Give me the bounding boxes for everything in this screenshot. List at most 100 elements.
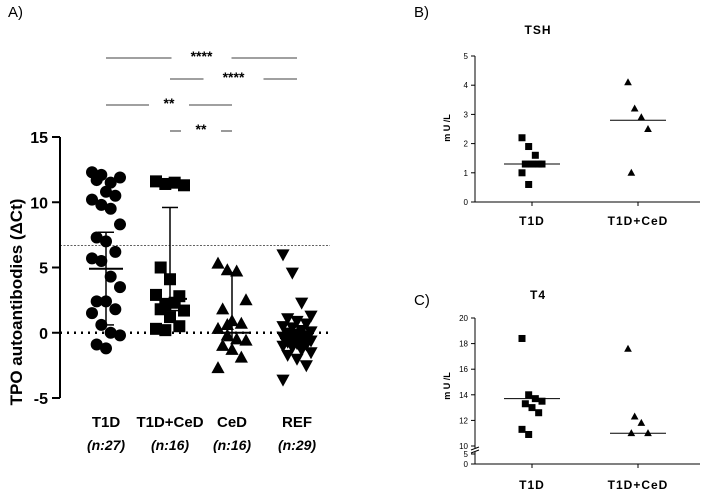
panel-a-data-point xyxy=(150,322,162,335)
panel-a-data-point xyxy=(276,249,290,262)
panel-b-y-tick-label: 1 xyxy=(464,169,469,178)
panel-a-data-point xyxy=(168,176,181,189)
panel-a-data-point xyxy=(211,256,225,269)
panel-a-data-point xyxy=(216,302,230,315)
panel-c-data-point xyxy=(627,429,636,437)
panel-a-data-point xyxy=(178,304,190,317)
panel-a-significance-label: **** xyxy=(191,48,213,64)
panel-b-y-tick-label: 3 xyxy=(464,110,469,119)
panel-a-y-tick-label: 0 xyxy=(39,326,48,343)
panel-a-y-tick-label: -5 xyxy=(34,391,48,408)
panel-c-y-tick-label: 14 xyxy=(459,391,468,400)
panel-a-data-point xyxy=(211,361,225,374)
panel-a-data-point xyxy=(154,303,167,316)
panel-c-data-point xyxy=(630,412,639,420)
panel-b-category-label: T1D+CeD xyxy=(608,214,669,228)
panel-a-data-point xyxy=(86,252,98,265)
panel-a-data-point xyxy=(281,349,295,362)
panel-c-y-tick-label: 20 xyxy=(459,314,468,323)
panel-a-data-point xyxy=(95,254,108,267)
panel-a-data-point xyxy=(211,321,225,334)
panel-b-data-point xyxy=(627,168,636,176)
panel-a-data-point xyxy=(173,320,186,333)
panel-a-data-point xyxy=(304,310,318,323)
panel-a-data-point xyxy=(100,185,112,198)
panel-a-data-point xyxy=(104,270,117,283)
panel-b-data-point xyxy=(518,134,526,142)
panel-c-data-point xyxy=(525,430,533,438)
panel-b-y-tick-label: 0 xyxy=(464,198,469,207)
panel-a-category-label: T1D xyxy=(92,414,121,431)
panel-b-y-axis-label: m U /L xyxy=(442,114,452,142)
panel-a-y-tick-label: 15 xyxy=(30,130,48,147)
panel-a-data-point xyxy=(239,333,253,346)
panel-c-t4-chart: C) T4 m U /L 10 12 14 16 18 20 05 T1D T1D+CeD xyxy=(414,288,700,492)
panel-c-axis-break-mark xyxy=(470,449,480,454)
panel-a-data-point xyxy=(109,303,122,316)
panel-a-axes: -5 0 5 10 15 T1D (n:27) T1D+CeD (n:16) CeD (n:16) R… xyxy=(30,130,330,453)
panel-c-y-axis-label: m U /L xyxy=(442,372,452,400)
panel-b-axes: 0 1 2 3 4 5 T1D T1D+CeD xyxy=(464,52,700,228)
panel-a-data-point xyxy=(159,177,172,190)
panel-a-data-point xyxy=(299,360,313,373)
panel-c-data-point xyxy=(538,397,546,405)
panel-a-data-point xyxy=(100,342,112,355)
panel-a-category-n-label: (n:29) xyxy=(278,437,316,453)
panel-a-category-label: CeD xyxy=(217,414,247,431)
panel-a-data-point xyxy=(114,171,126,184)
panel-a-label: A) xyxy=(8,4,23,21)
panel-a-data-point xyxy=(276,321,290,334)
panel-a-data-point xyxy=(230,264,244,277)
panel-a-data-point xyxy=(90,295,103,308)
panel-b-data-point xyxy=(630,104,639,112)
panel-a-tpo-chart: A) TPO autoantibodies (ΔCt) -5 0 5 10 15 T1D (… xyxy=(7,4,330,453)
panel-b-data-point xyxy=(637,113,646,121)
panel-a-data-point xyxy=(150,175,162,188)
panel-a-data-point xyxy=(225,342,239,355)
panel-b-label: B) xyxy=(414,4,429,21)
panel-a-data-point xyxy=(104,326,117,339)
panel-c-category-label: T1D xyxy=(519,478,545,492)
panel-c-data-point xyxy=(535,409,543,417)
panel-a-data-point xyxy=(90,174,103,187)
panel-a-category-label: REF xyxy=(282,414,312,431)
panel-c-data-point xyxy=(525,391,533,399)
panel-c-y-tick-label: 10 xyxy=(459,442,468,451)
panel-c-lower-y-tick-label: 5 xyxy=(464,450,469,459)
panel-a-data-point xyxy=(109,189,122,202)
panel-c-y-tick-label: 12 xyxy=(459,416,468,425)
panel-c-data-point xyxy=(624,344,632,352)
panel-b-data-point xyxy=(644,124,652,132)
panel-a-data-point xyxy=(230,332,244,345)
panel-c-lower-y-tick-label: 0 xyxy=(464,460,469,469)
panel-a-data-point xyxy=(114,281,126,294)
panel-c-title: T4 xyxy=(530,288,546,302)
panel-a-data-point xyxy=(86,193,98,206)
panel-a-category-n-label: (n:27) xyxy=(87,437,125,453)
panel-a-data-point xyxy=(234,350,248,363)
panel-a-data-point xyxy=(95,198,108,211)
panel-a-data-point xyxy=(159,324,172,337)
panel-c-y-tick-label: 16 xyxy=(459,365,468,374)
panel-a-data-point xyxy=(86,307,98,320)
panel-a-data-point xyxy=(239,293,253,306)
panel-b-data-points xyxy=(504,78,666,188)
panel-c-data-point xyxy=(518,334,526,342)
panel-b-data-point xyxy=(518,169,526,177)
panel-b-y-tick-label: 4 xyxy=(464,81,469,90)
panel-c-data-point xyxy=(644,429,652,437)
panel-b-category-label: T1D xyxy=(519,214,545,228)
panel-a-data-point xyxy=(276,374,290,387)
panel-a-significance-label: ** xyxy=(196,121,207,137)
panel-a-data-point xyxy=(299,318,313,331)
panel-a-data-point xyxy=(114,218,126,231)
panel-a-data-point xyxy=(178,179,190,192)
panel-b-data-point xyxy=(525,143,533,151)
panel-a-data-point xyxy=(114,329,126,342)
panel-a-data-point xyxy=(90,231,103,244)
panel-c-y-tick-label: 18 xyxy=(459,340,468,349)
panel-c-data-point xyxy=(518,425,526,433)
panel-a-y-tick-label: 10 xyxy=(30,195,48,212)
panel-b-y-tick-label: 2 xyxy=(464,140,469,149)
panel-a-data-point xyxy=(304,347,318,360)
